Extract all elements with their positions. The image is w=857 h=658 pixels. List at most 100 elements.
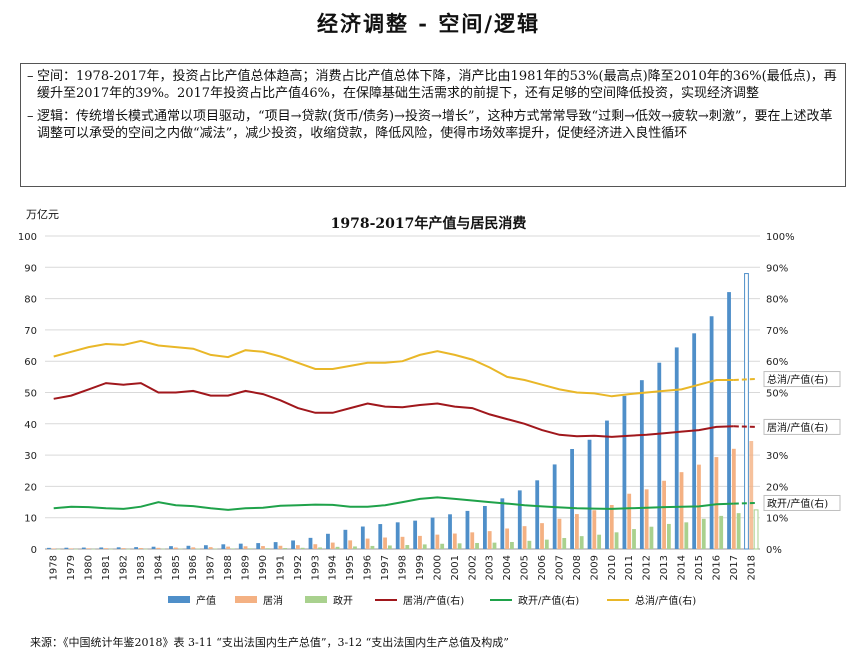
y-tick-label: 50	[24, 389, 37, 400]
bar-gov-spending	[510, 541, 514, 549]
bar-gov-spending	[666, 523, 671, 549]
note-space-text: 空间：1978-2017年，投资占比产值总体趋高；消费占比产值总体下降，消产比由…	[37, 69, 837, 101]
projection-line	[733, 501, 756, 505]
x-tick-label: 1992	[293, 555, 304, 580]
y2-tick-label: 10%	[766, 514, 788, 525]
bar-gov-spending	[213, 548, 218, 550]
x-tick-label: 1991	[275, 555, 286, 580]
bar-gov-spending	[457, 543, 462, 549]
bar-gov-spending	[283, 548, 288, 549]
series-line	[53, 382, 734, 438]
bar-household-consumption	[365, 538, 370, 549]
x-tick-label: 1998	[398, 555, 409, 580]
x-tick-label: 1997	[380, 555, 391, 580]
bar-household-consumption	[69, 548, 74, 549]
bar-household-consumption	[121, 548, 126, 549]
bar-household-consumption	[679, 472, 684, 549]
x-tick-label: 2016	[711, 555, 722, 580]
x-tick-label: 2011	[624, 555, 635, 580]
bar-output	[692, 333, 697, 549]
legend-label: 政开	[333, 594, 353, 607]
bar-output	[308, 537, 313, 549]
bar-output	[238, 543, 243, 549]
x-tick-label: 2018	[746, 555, 757, 580]
bar-household-consumption	[557, 518, 562, 549]
bar-gov-spending	[475, 542, 479, 549]
bar-gov-spending	[265, 548, 270, 549]
bar-output	[570, 448, 574, 549]
x-tick-label: 1987	[206, 555, 217, 580]
y-tick-label: 80	[24, 295, 37, 306]
page-title: 经济调整 - 空间/逻辑	[316, 11, 540, 36]
x-tick-label: 2004	[502, 555, 513, 580]
bar-output	[81, 547, 86, 549]
legend-label: 产值	[196, 594, 216, 607]
bar-output	[448, 514, 452, 549]
bar-household-consumption	[226, 546, 231, 549]
bar-gov-spending	[422, 544, 427, 549]
bar-household-consumption	[383, 537, 387, 549]
bar-output	[203, 545, 208, 549]
x-tick-label: 1978	[49, 555, 60, 580]
x-tick-label: 2007	[554, 555, 565, 580]
x-tick-label: 2012	[642, 555, 653, 580]
x-tick-label: 1995	[345, 555, 356, 580]
y2-tick-label: 0%	[766, 545, 782, 556]
y2-tick-label: 50%	[766, 389, 788, 400]
bar-output	[169, 546, 173, 549]
bar-output	[64, 547, 69, 549]
projection-label-box	[763, 418, 841, 435]
x-tick-label: 2005	[520, 555, 531, 580]
notes-box: – 空间：1978-2017年，投资占比产值总体趋高；消费占比产值总体下降，消产…	[20, 63, 846, 187]
bar-household-consumption	[540, 523, 544, 549]
y2-tick-label: 100%	[766, 232, 795, 243]
bar-output	[134, 547, 139, 549]
bar-gov-spending	[108, 548, 113, 550]
bar-household-consumption	[574, 514, 579, 549]
x-tick-label: 1983	[136, 555, 147, 580]
bar-household-consumption	[243, 546, 248, 549]
x-tick-label: 2009	[589, 555, 600, 580]
bar-gov-spending	[440, 543, 445, 549]
projection-line	[733, 378, 756, 381]
x-tick-label: 2008	[572, 555, 583, 580]
projection-label-box	[763, 494, 841, 511]
bar-household-consumption	[330, 542, 335, 549]
projection-bar	[744, 273, 749, 550]
bar-gov-spending	[614, 532, 619, 549]
x-tick-label: 2014	[677, 555, 688, 580]
x-tick-label: 2002	[467, 555, 478, 580]
bar-household-consumption	[173, 547, 178, 549]
bar-gov-spending	[161, 548, 166, 550]
x-tick-label: 2000	[432, 555, 443, 580]
x-tick-label: 1993	[310, 555, 321, 580]
bar-output	[657, 362, 662, 549]
bar-output	[413, 520, 418, 549]
x-tick-label: 1979	[66, 555, 77, 580]
bar-household-consumption	[400, 536, 405, 549]
bar-output	[465, 510, 470, 549]
bar-household-consumption	[313, 544, 318, 549]
y-tick-label: 90	[24, 263, 37, 274]
bar-output	[221, 544, 226, 549]
bar-gov-spending	[492, 542, 497, 549]
x-tick-label: 1990	[258, 555, 269, 580]
x-tick-label: 2006	[537, 555, 548, 580]
bar-gov-spending	[387, 545, 392, 549]
bar-gov-spending	[649, 526, 654, 549]
bar-gov-spending	[562, 537, 567, 549]
legend-label: 政开/产值(右)	[518, 594, 579, 607]
projection-label-box	[763, 371, 841, 388]
bar-gov-spending	[405, 545, 410, 549]
bar-output	[639, 380, 644, 549]
bar-household-consumption	[452, 533, 457, 549]
bar-output	[517, 490, 522, 549]
bar-gov-spending	[579, 536, 584, 549]
bar-gov-spending	[178, 548, 183, 550]
legend-label: 居消/产值(右)	[403, 594, 464, 607]
bar-gov-spending	[126, 548, 131, 550]
bar-output	[500, 498, 505, 549]
bar-output	[395, 522, 400, 549]
x-tick-label: 1996	[363, 555, 374, 580]
bar-gov-spending	[736, 513, 741, 549]
